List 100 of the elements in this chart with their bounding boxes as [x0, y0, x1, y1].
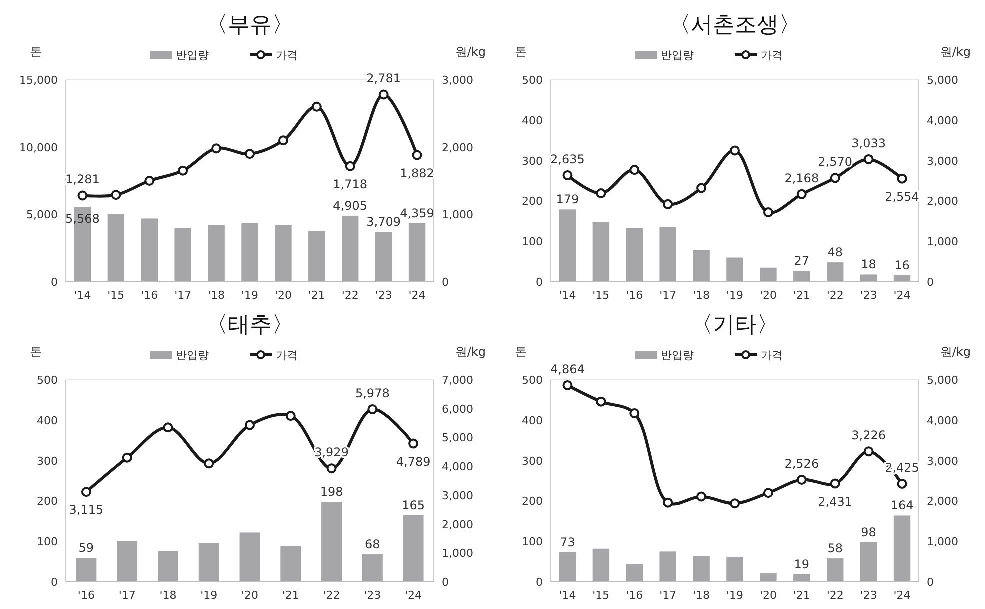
y2-tick-label: 2,000 — [927, 195, 958, 208]
data-label: 68 — [365, 538, 380, 552]
point — [345, 161, 356, 172]
x-tick-label: '21 — [793, 589, 810, 602]
x-tick-label: '14 — [559, 589, 576, 602]
bar — [660, 552, 676, 582]
bar — [275, 225, 292, 282]
bar — [760, 574, 777, 582]
y2-tick-label: 5,000 — [442, 432, 474, 445]
point — [408, 438, 419, 449]
bar — [174, 228, 192, 282]
y-tick-label: 300 — [522, 454, 543, 468]
bar — [660, 227, 676, 282]
x-tick-label: '20 — [274, 289, 292, 302]
y-tick-label: 200 — [37, 495, 58, 508]
legend-label: 가격 — [761, 49, 783, 62]
y-tick-label: 500 — [522, 74, 543, 87]
point — [368, 404, 378, 414]
y-axis-title: 톤 — [30, 45, 42, 59]
data-label: 2,781 — [366, 72, 401, 86]
bar — [362, 554, 383, 582]
y-tick-label: 300 — [37, 454, 58, 468]
bar — [117, 541, 138, 582]
x-tick-label: '18 — [160, 589, 177, 602]
legend-label: 반입량 — [661, 49, 694, 62]
y2-axis-title: 원/kg — [940, 45, 971, 59]
point — [630, 408, 640, 419]
point — [830, 478, 840, 489]
point — [326, 464, 337, 474]
y2-axis-title: 원/kg — [940, 345, 971, 359]
x-tick-label: '15 — [108, 289, 125, 302]
y2-tick-label: 1,000 — [442, 208, 474, 222]
point — [178, 166, 188, 176]
y2-tick-label: 0 — [927, 276, 934, 289]
bar — [726, 556, 744, 582]
legend-label: 가격 — [761, 349, 783, 362]
point — [245, 420, 255, 430]
bar — [108, 214, 125, 282]
point — [144, 176, 155, 186]
point — [111, 190, 122, 200]
y-tick-label: 200 — [522, 195, 543, 208]
x-tick-label: '22 — [323, 589, 340, 602]
y2-tick-label: 4,000 — [927, 114, 958, 128]
x-tick-label: '15 — [592, 589, 610, 602]
y2-tick-label: 0 — [442, 576, 449, 589]
y2-tick-label: 1,000 — [927, 536, 958, 549]
y2-tick-label: 1,000 — [927, 236, 958, 249]
bar — [240, 532, 260, 582]
y2-tick-label: 2,000 — [442, 141, 474, 154]
data-label: 1,281 — [66, 172, 100, 187]
x-tick-label: '18 — [208, 289, 226, 302]
y-tick-label: 0 — [51, 576, 58, 589]
y-axis-title: 톤 — [515, 45, 527, 59]
bar — [894, 516, 911, 582]
x-tick-label: '21 — [793, 289, 810, 302]
data-label: 73 — [560, 536, 576, 550]
data-label: 98 — [861, 525, 876, 540]
point — [763, 488, 774, 498]
bar — [559, 552, 576, 582]
x-tick-label: '14 — [74, 289, 92, 302]
x-tick-label: '15 — [592, 289, 610, 302]
bar — [141, 218, 158, 282]
x-tick-label: '20 — [760, 289, 777, 302]
data-label: 16 — [894, 258, 910, 273]
x-tick-label: '24 — [894, 589, 911, 602]
bar — [198, 543, 220, 582]
y2-tick-label: 3,000 — [442, 489, 474, 502]
data-label: 2,570 — [818, 155, 853, 170]
y2-tick-label: 3,000 — [927, 154, 958, 168]
x-tick-label: '23 — [364, 589, 382, 602]
chart-title: 〈서촌조생〉 — [669, 13, 801, 38]
point — [730, 498, 740, 509]
data-label: 2,168 — [784, 171, 820, 186]
point — [312, 102, 322, 112]
y2-tick-label: 2,000 — [442, 518, 474, 532]
x-tick-label: '17 — [118, 589, 136, 602]
data-label: 19 — [794, 557, 810, 572]
x-tick-label: '19 — [241, 289, 259, 302]
y2-tick-label: 5,000 — [927, 74, 958, 87]
y-tick-label: 400 — [37, 414, 58, 428]
x-tick-label: '22 — [826, 289, 844, 302]
y-tick-label: 400 — [522, 414, 543, 428]
legend-label: 가격 — [276, 49, 298, 62]
data-label: 4,359 — [400, 206, 434, 220]
y-tick-label: 0 — [536, 276, 543, 289]
x-tick-label: '14 — [559, 289, 576, 302]
x-tick-label: '16 — [626, 589, 644, 602]
y-tick-label: 500 — [522, 374, 543, 387]
y-tick-label: 300 — [522, 154, 543, 168]
point — [630, 165, 640, 176]
y-tick-label: 0 — [536, 576, 543, 589]
bar — [242, 223, 258, 282]
point — [278, 136, 288, 146]
y-tick-label: 10,000 — [20, 141, 58, 154]
point — [864, 446, 874, 457]
point — [412, 150, 422, 160]
bar — [408, 223, 426, 282]
point — [562, 380, 573, 390]
legend-label: 반입량 — [661, 349, 694, 362]
point — [663, 498, 674, 508]
